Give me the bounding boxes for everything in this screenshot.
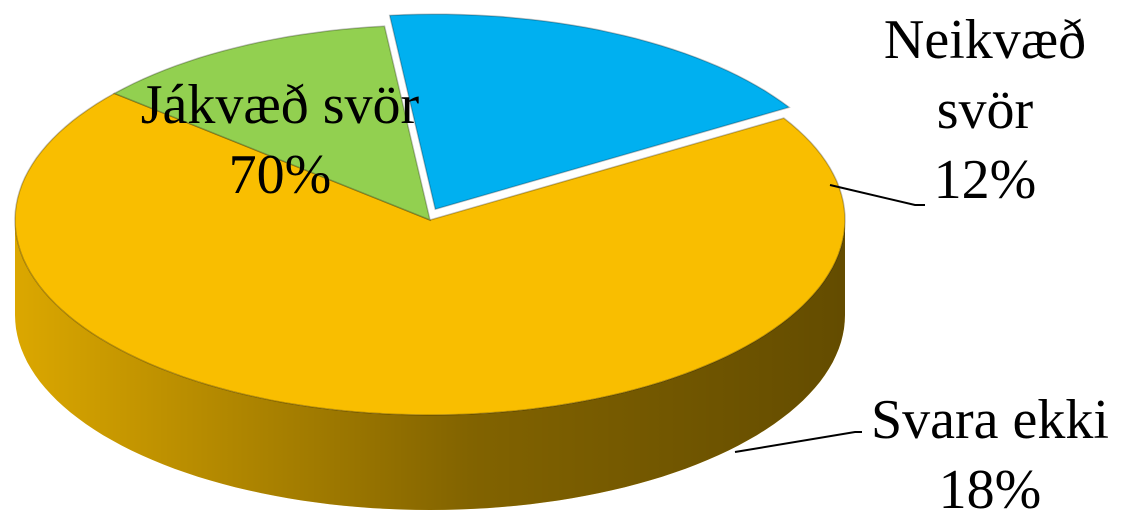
value-label: 12% [933,149,1037,211]
value-label: 18% [938,459,1042,515]
pie-slice [388,13,791,211]
pie-tops [14,13,846,416]
category-label: Neikvæð svör [883,9,1087,141]
data-label: Neikvæð svör 12% [860,5,1110,215]
category-label: Svara ekki [871,389,1109,451]
pie-slice [14,92,846,416]
data-label: Svara ekki 18% [845,385,1135,515]
category-label: Jákvæð svör [140,74,420,136]
data-label: Jákvæð svör 70% [100,70,460,210]
value-label: 70% [228,144,332,206]
pie-sides [15,220,845,510]
leader-line [829,184,925,206]
pie-slice [112,25,432,222]
pie-slice-side-shade [15,220,845,510]
leader-line [734,431,862,453]
